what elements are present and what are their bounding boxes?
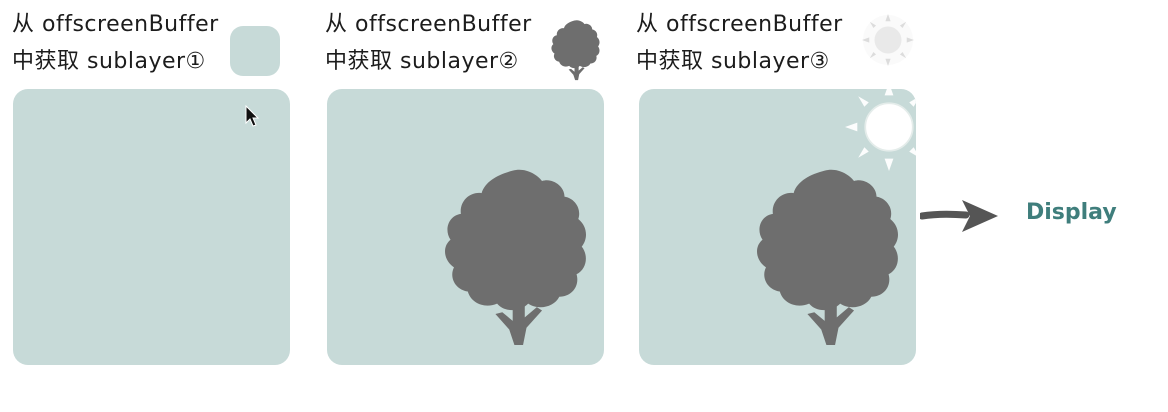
sun-icon [845, 89, 916, 171]
step-2-panel [327, 89, 604, 365]
step-3-line-1: 从 offscreenBuffer [636, 12, 843, 37]
step-3-panel [639, 89, 916, 365]
step-2-line-2: 中获取 sublayer② [325, 49, 519, 74]
step-1-line-2: 中获取 sublayer① [12, 49, 206, 74]
arrow-right-icon [920, 200, 998, 232]
step-1-panel [13, 89, 290, 365]
step-3-caption: 从 offscreenBuffer 中获取 sublayer③ [636, 6, 843, 80]
step-2-caption: 从 offscreenBuffer 中获取 sublayer② [325, 6, 532, 80]
tree-icon [445, 169, 586, 346]
step-2-line-1: 从 offscreenBuffer [325, 12, 532, 37]
tree-icon [757, 169, 898, 346]
mouse-cursor-icon [245, 105, 260, 127]
sublayer-1-thumbnail [230, 26, 280, 76]
step-1-line-1: 从 offscreenBuffer [12, 12, 219, 37]
step-1-caption: 从 offscreenBuffer 中获取 sublayer① [12, 6, 219, 80]
step-3-line-2: 中获取 sublayer③ [636, 49, 830, 74]
display-label: Display [1026, 200, 1117, 225]
tree-icon [551, 20, 600, 81]
sun-icon [862, 14, 914, 66]
